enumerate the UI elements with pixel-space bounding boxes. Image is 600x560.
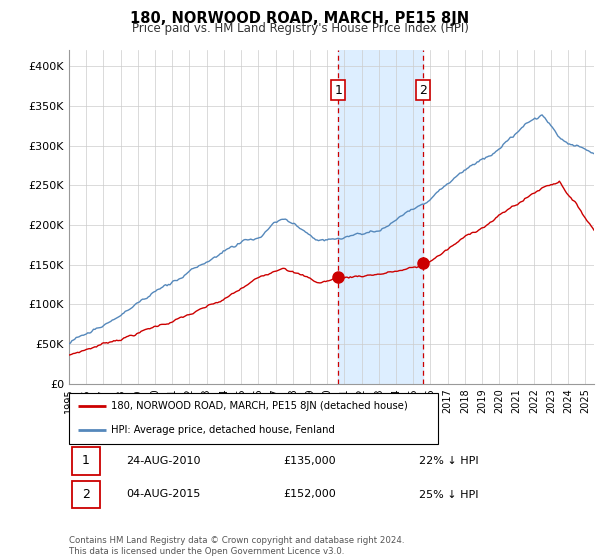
Text: 2: 2 <box>419 83 427 96</box>
Text: Price paid vs. HM Land Registry's House Price Index (HPI): Price paid vs. HM Land Registry's House … <box>131 22 469 35</box>
FancyBboxPatch shape <box>69 393 438 444</box>
Text: 2: 2 <box>82 488 90 501</box>
Bar <box>338 50 424 384</box>
Text: 1: 1 <box>82 454 90 468</box>
Text: £135,000: £135,000 <box>283 456 335 466</box>
Text: 1: 1 <box>334 83 343 96</box>
Text: 180, NORWOOD ROAD, MARCH, PE15 8JN (detached house): 180, NORWOOD ROAD, MARCH, PE15 8JN (deta… <box>112 402 408 412</box>
Text: 04-AUG-2015: 04-AUG-2015 <box>127 489 201 500</box>
Text: Contains HM Land Registry data © Crown copyright and database right 2024.
This d: Contains HM Land Registry data © Crown c… <box>69 536 404 556</box>
Text: 22% ↓ HPI: 22% ↓ HPI <box>419 456 478 466</box>
Text: 24-AUG-2010: 24-AUG-2010 <box>127 456 201 466</box>
Text: 180, NORWOOD ROAD, MARCH, PE15 8JN: 180, NORWOOD ROAD, MARCH, PE15 8JN <box>130 11 470 26</box>
Text: 25% ↓ HPI: 25% ↓ HPI <box>419 489 478 500</box>
Text: £152,000: £152,000 <box>283 489 336 500</box>
FancyBboxPatch shape <box>71 447 100 474</box>
Text: HPI: Average price, detached house, Fenland: HPI: Average price, detached house, Fenl… <box>112 425 335 435</box>
FancyBboxPatch shape <box>71 481 100 508</box>
